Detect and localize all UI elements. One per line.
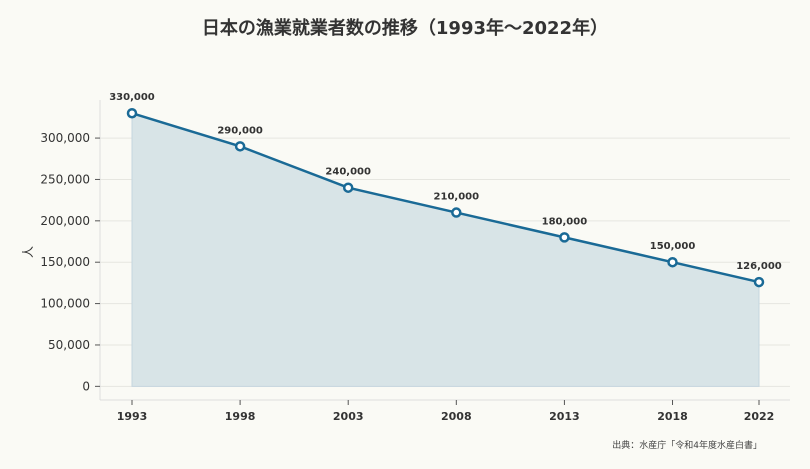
x-tick-label: 2008: [441, 410, 472, 423]
data-labels: 330,000 290,000 240,000 210,000 180,000 150,0…: [109, 92, 782, 272]
data-label: 150,000: [650, 241, 696, 252]
y-ticks: 0 50,000 100,000 150,000 200,000 250,000 300,0…: [40, 131, 100, 393]
data-point: [667, 256, 678, 268]
x-ticks: 1993 1998 2003 2008 2013 2018 2022: [117, 400, 775, 423]
x-tick-label: 1998: [225, 410, 256, 423]
data-label: 330,000: [109, 92, 155, 103]
chart-title: 日本の漁業就業者数の推移（1993年〜2022年）: [202, 17, 608, 39]
data-label: 180,000: [542, 216, 588, 227]
x-tick-label: 2022: [744, 410, 775, 423]
data-points: [126, 107, 765, 288]
data-point: [126, 107, 138, 119]
data-point: [559, 232, 570, 243]
y-tick-label: 200,000: [40, 214, 90, 228]
y-tick-label: 300,000: [40, 131, 90, 145]
data-point: [753, 276, 765, 288]
data-point: [342, 182, 354, 193]
y-tick-label: 150,000: [40, 255, 90, 269]
x-tick-label: 2013: [549, 410, 580, 423]
y-axis-label: 人: [21, 246, 35, 258]
data-point: [451, 207, 462, 218]
data-label: 240,000: [325, 167, 371, 178]
x-tick-label: 1993: [117, 410, 148, 423]
source-note: 出典：水産庁「令和4年度水産白書」: [612, 439, 762, 451]
y-tick-label: 250,000: [40, 172, 90, 186]
y-tick-label: 100,000: [40, 297, 90, 311]
x-tick-label: 2018: [657, 410, 688, 423]
y-tick-label: 0: [82, 379, 90, 393]
y-tick-label: 50,000: [48, 338, 90, 352]
data-label: 126,000: [736, 261, 782, 272]
x-tick-label: 2003: [333, 410, 364, 423]
data-label: 290,000: [217, 125, 263, 136]
data-label: 210,000: [434, 192, 480, 203]
data-point: [234, 141, 246, 152]
